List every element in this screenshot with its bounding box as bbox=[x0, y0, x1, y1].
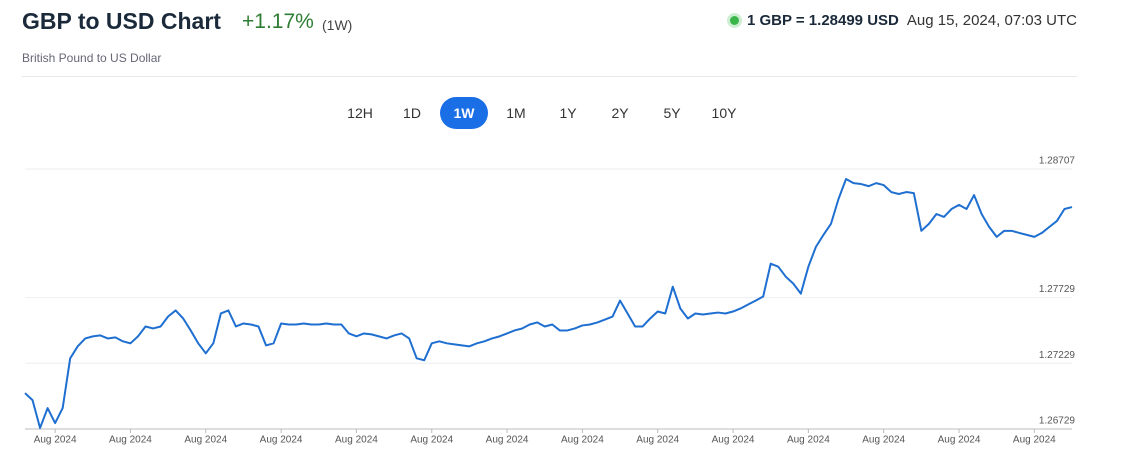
range-button[interactable]: 2Y bbox=[611, 105, 629, 121]
title: GBP to USD Chart bbox=[22, 8, 221, 34]
range-button[interactable]: 12H bbox=[347, 105, 373, 121]
x-tick-label: Aug 2024 bbox=[636, 435, 679, 446]
x-tick-label: Aug 2024 bbox=[184, 435, 227, 446]
x-tick-label: Aug 2024 bbox=[1013, 435, 1056, 446]
x-tick-label: Aug 2024 bbox=[335, 435, 378, 446]
x-tick-label: Aug 2024 bbox=[260, 435, 303, 446]
x-tick-label: Aug 2024 bbox=[109, 435, 152, 446]
x-tick-label: Aug 2024 bbox=[486, 435, 529, 446]
y-tick-label: 1.27229 bbox=[1039, 350, 1076, 361]
x-tick-label: Aug 2024 bbox=[561, 435, 604, 446]
range-button[interactable]: 5Y bbox=[663, 105, 681, 121]
period: (1W) bbox=[322, 17, 353, 33]
change: +1.17% bbox=[242, 10, 314, 33]
range-buttons: 12H 1D 1W 1M 1Y 2Y 5Y 10Y bbox=[336, 97, 748, 129]
x-tick-label: Aug 2024 bbox=[410, 435, 453, 446]
x-tick-label: Aug 2024 bbox=[938, 435, 981, 446]
x-tick-label: Aug 2024 bbox=[34, 435, 77, 446]
x-tick-label: Aug 2024 bbox=[712, 435, 755, 446]
y-tick-label: 1.26729 bbox=[1039, 416, 1076, 427]
x-tick-label: Aug 2024 bbox=[862, 435, 905, 446]
range-button[interactable]: 1D bbox=[403, 105, 421, 121]
rate-box: 1 GBP = 1.28499 USD Aug 15, 2024, 07:03 … bbox=[729, 12, 1077, 29]
rate: 1 GBP = 1.28499 USD bbox=[746, 12, 899, 29]
subtitle: British Pound to US Dollar bbox=[22, 51, 162, 65]
y-tick-label: 1.27729 bbox=[1039, 284, 1076, 295]
range-button[interactable]: 1M bbox=[506, 105, 526, 121]
range-button[interactable]: 1W bbox=[440, 97, 488, 129]
divider bbox=[22, 76, 1077, 77]
live-dot bbox=[729, 16, 739, 25]
price-line bbox=[24, 178, 1073, 429]
timestamp: Aug 15, 2024, 07:03 UTC bbox=[906, 12, 1077, 29]
x-tick-label: Aug 2024 bbox=[787, 435, 830, 446]
range-button[interactable]: 10Y bbox=[711, 105, 737, 121]
y-tick-label: 1.28707 bbox=[1039, 156, 1076, 167]
range-button[interactable]: 1Y bbox=[559, 105, 577, 121]
